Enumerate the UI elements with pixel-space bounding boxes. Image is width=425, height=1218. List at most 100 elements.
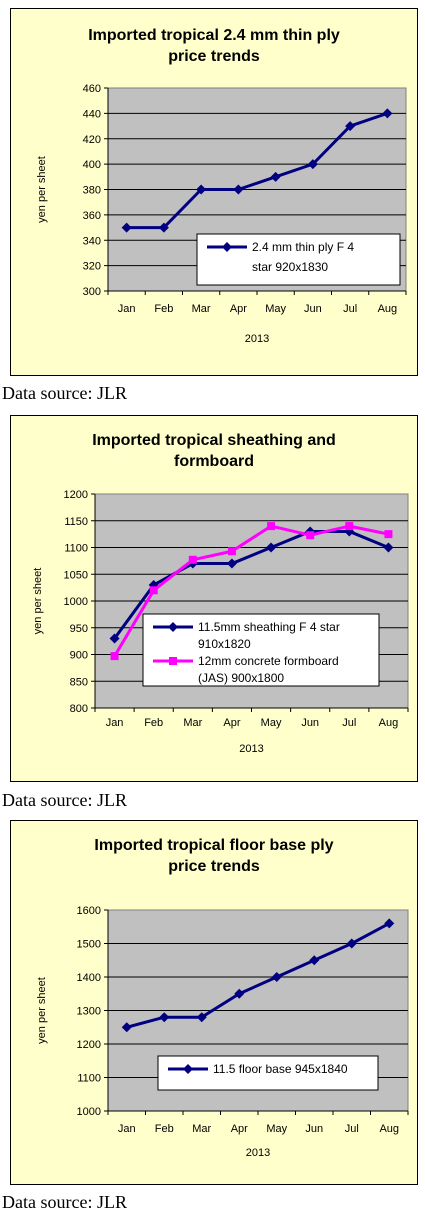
chart-panel-1: Imported tropical 2.4 mm thin ply price … <box>10 8 418 376</box>
chart-2-legend-label-2: 12mm concrete formboard <box>198 654 339 668</box>
chart-1-title-line-2: price trends <box>168 48 260 65</box>
chart-1-y-tick-label: 360 <box>83 210 101 222</box>
chart-2-source: Data source: JLR <box>2 790 127 810</box>
chart-2-legend-label-1: 11.5mm sheathing F 4 star <box>198 620 340 634</box>
chart-2-series-1-point <box>383 542 394 553</box>
chart-2-legend-label-2: (JAS) 900x1800 <box>198 671 284 685</box>
chart-1-y-tick-label: 300 <box>83 286 101 298</box>
chart-2-x-tick-label: Mar <box>183 717 202 729</box>
chart-2-series-2-point <box>306 531 315 540</box>
chart-1-x-tick-label: Jan <box>118 303 136 315</box>
chart-1-y-tick-label: 440 <box>83 108 101 120</box>
chart-3-series-1-point <box>271 972 282 982</box>
chart-2-y-tick-label: 850 <box>70 676 88 688</box>
chart-1-x-tick-label: Jun <box>304 303 322 315</box>
chart-1-series-1-point <box>345 121 356 132</box>
chart-1-x-tick-label: Aug <box>378 303 398 315</box>
chart-1-legend <box>196 233 401 286</box>
chart-3-y-tick-label: 1200 <box>77 1039 101 1051</box>
chart-1-title: Imported tropical 2.4 mm thin ply price … <box>11 25 417 67</box>
chart-3-x-tick-label: Jan <box>118 1123 136 1135</box>
chart-2-title-line-2: formboard <box>174 453 254 470</box>
chart-2-y-tick-label: 1150 <box>64 516 88 528</box>
chart-2-y-tick-label: 1050 <box>64 569 88 581</box>
chart-1-y-tick-label: 400 <box>83 159 101 171</box>
chart-3-title-line-2: price trends <box>168 858 260 875</box>
chart-3-series-1-line <box>126 922 390 1029</box>
chart-2-x-tick-label: Feb <box>144 717 163 729</box>
chart-3-x-tick-label: Jun <box>305 1123 323 1135</box>
chart-2-svg: 800 850 900 950 1000 1050 1100 1150 1200 Jan Feb Ma… <box>32 489 409 755</box>
chart-3-series-1-point <box>346 938 357 949</box>
chart-1-series-1-point <box>121 222 132 233</box>
chart-3-series-1-point <box>159 1012 170 1023</box>
chart-3-title-line-1: Imported tropical floor base ply <box>94 837 334 854</box>
chart-1-series-1-line <box>126 111 388 230</box>
chart-3-series-1-point <box>121 1022 132 1033</box>
chart-2-series-2-point <box>149 586 158 595</box>
chart-2-series-1-point <box>148 579 159 590</box>
chart-3-legend-marker-1 <box>183 1064 193 1074</box>
chart-3-x-tick-label: Mar <box>192 1123 211 1135</box>
chart-2-series-1-point <box>226 558 237 569</box>
chart-3-y-axis-label: yen per sheet <box>36 977 48 1044</box>
chart-2-title-line-1: Imported tropical sheathing and <box>92 432 336 449</box>
chart-2-series-2-point <box>345 522 354 531</box>
chart-3-y-tick-label: 1600 <box>77 905 101 917</box>
chart-3-y-tick-label: 1300 <box>77 1006 101 1018</box>
chart-panel-2: Imported tropical sheathing and formboar… <box>10 415 418 782</box>
chart-2-x-tick-label: Apr <box>223 717 240 729</box>
chart-1-legend-label-1: star 920x1830 <box>252 260 328 274</box>
chart-panel-3: Imported tropical floor base ply price t… <box>10 820 418 1185</box>
chart-2-y-axis-label: yen per sheet <box>32 568 44 635</box>
chart-3-x-tick-label: Apr <box>231 1123 248 1135</box>
chart-2-x-tick-label: Aug <box>379 717 399 729</box>
chart-3-x-axis-label: 2013 <box>246 1147 270 1159</box>
chart-1-source: Data source: JLR <box>2 383 127 403</box>
chart-2-x-tick-label: Jul <box>342 717 356 729</box>
chart-3-x-tick-label: May <box>266 1123 287 1135</box>
chart-2-y-tick-label: 1000 <box>64 596 88 608</box>
chart-2-series-1-line <box>113 529 390 640</box>
chart-2-x-tick-label: Jan <box>106 717 124 729</box>
chart-2-legend-marker-1 <box>168 622 178 632</box>
chart-2-legend-label-1: 910x1820 <box>198 637 251 651</box>
chart-2-x-tick-label: Jun <box>301 717 319 729</box>
chart-1-y-tick-label: 460 <box>83 83 101 95</box>
chart-2-series-2-point <box>267 522 276 531</box>
chart-2-series-1-point <box>109 633 120 644</box>
chart-3-y-tick-label: 1500 <box>77 939 101 951</box>
chart-2-legend-marker-2 <box>169 657 177 665</box>
chart-2-series-2-line <box>113 524 389 657</box>
chart-1-series-1-point <box>233 184 244 195</box>
chart-1-x-axis-label: 2013 <box>245 333 269 345</box>
chart-2-series-1-point <box>266 542 277 553</box>
chart-2-series-2-point <box>227 547 236 556</box>
chart-1-x-tick-label: Apr <box>230 303 247 315</box>
chart-3-series-1-point <box>196 1012 207 1023</box>
chart-3-title: Imported tropical floor base ply price t… <box>11 835 417 877</box>
chart-3-source: Data source: JLR <box>2 1192 127 1212</box>
chart-1-x-tick-label: May <box>265 303 286 315</box>
chart-1-y-tick-label: 320 <box>83 261 101 273</box>
chart-3-x-tick-label: Aug <box>379 1123 399 1135</box>
chart-1-x-tick-label: Mar <box>192 303 211 315</box>
chart-2-series-2-point <box>188 555 197 564</box>
chart-1-series-1-point <box>196 184 207 195</box>
chart-1-svg: 300 320 340 360 380 400 420 440 460 Jan Feb Mar Apr M… <box>36 83 407 345</box>
chart-3-x-tick-label: Jul <box>345 1123 359 1135</box>
chart-3-x-tick-label: Feb <box>155 1123 174 1135</box>
chart-2-y-tick-label: 950 <box>70 623 88 635</box>
chart-1-y-tick-label: 340 <box>83 235 101 247</box>
chart-1-y-axis-label: yen per sheet <box>36 156 48 223</box>
chart-3-y-tick-label: 1100 <box>77 1073 101 1085</box>
chart-3-y-tick-label: 1000 <box>77 1106 101 1118</box>
chart-3-series-1-point <box>234 988 245 999</box>
chart-1-x-tick-label: Feb <box>154 303 173 315</box>
chart-2-x-axis-label: 2013 <box>239 743 263 755</box>
chart-1-y-tick-label: 420 <box>83 134 101 146</box>
chart-1-y-tick-label: 380 <box>83 185 101 197</box>
chart-2-y-tick-label: 900 <box>70 650 88 662</box>
chart-3-series-1-point <box>384 918 395 929</box>
chart-2-y-tick-label: 1200 <box>64 489 88 501</box>
